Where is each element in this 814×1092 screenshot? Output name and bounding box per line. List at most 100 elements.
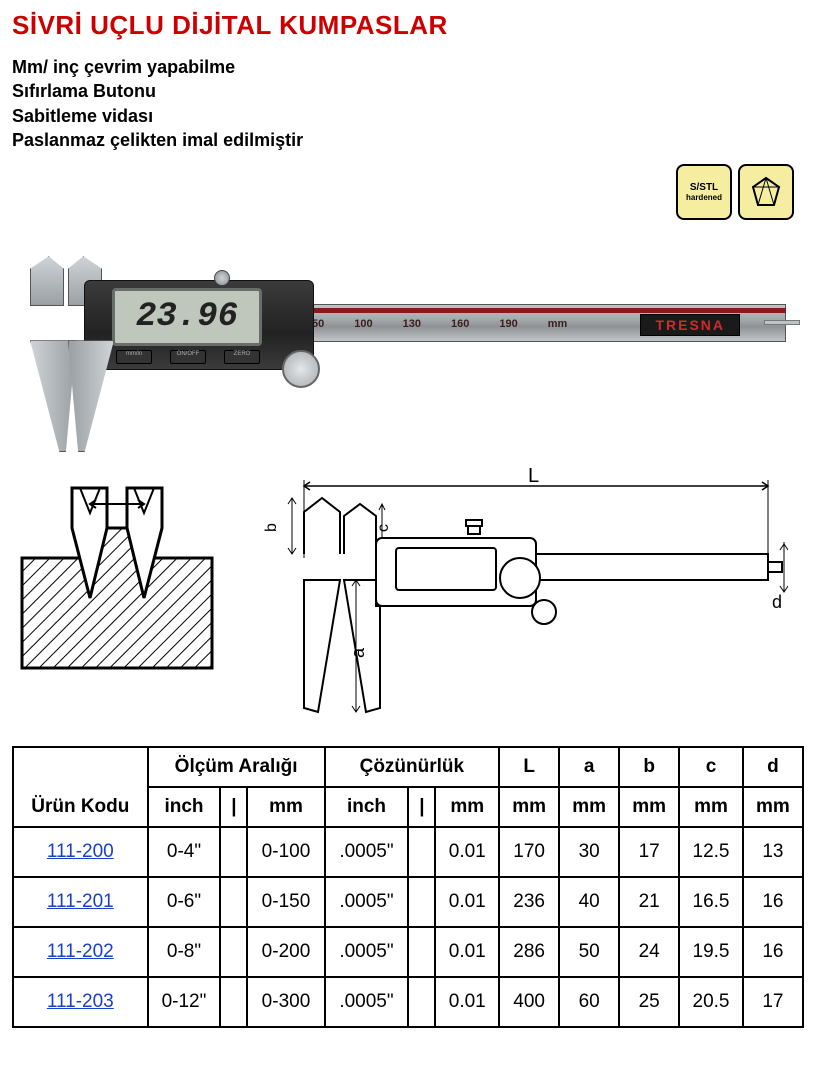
th-a-u: mm	[559, 787, 619, 827]
product-code-link[interactable]: 111-203	[47, 991, 114, 1012]
cell-range-mm: 0-300	[247, 977, 324, 1027]
cell-res-mm: 0.01	[435, 877, 499, 927]
caliper-schematic: L d b c	[248, 468, 788, 718]
dim-d-label: d	[772, 592, 782, 612]
caliper-btn: ZERO	[224, 350, 260, 364]
th-res: Çözünürlük	[325, 747, 500, 787]
th-res-mm: mm	[435, 787, 499, 827]
cell-a: 40	[559, 877, 619, 927]
cell-a: 50	[559, 927, 619, 977]
table-row: 111-2010-6"0-150.0005"0.01236402116.516	[13, 877, 803, 927]
product-code-link[interactable]: 111-202	[47, 941, 114, 962]
cell-sep	[408, 827, 435, 877]
cell-range-mm: 0-200	[247, 927, 324, 977]
cell-b: 21	[619, 877, 679, 927]
cell-sep	[408, 977, 435, 1027]
th-a: a	[559, 747, 619, 787]
cell-c: 20.5	[679, 977, 743, 1027]
dim-L-label: L	[528, 468, 539, 487]
cell-b: 25	[619, 977, 679, 1027]
th-sep: |	[408, 787, 435, 827]
badges-row: S/STL hardened	[12, 164, 802, 220]
cell-res-mm: 0.01	[435, 827, 499, 877]
th-b-u: mm	[619, 787, 679, 827]
page-title: SİVRİ UÇLU DİJİTAL KUMPASLAR	[12, 10, 802, 41]
caliper-thumb-wheel	[282, 350, 320, 388]
th-L-u: mm	[499, 787, 559, 827]
cell-L: 236	[499, 877, 559, 927]
table-row: 111-2030-12"0-300.0005"0.01400602520.517	[13, 977, 803, 1027]
cell-res-mm: 0.01	[435, 977, 499, 1027]
feature-list: Mm/ inç çevrim yapabilme Sıfırlama Buton…	[12, 55, 802, 152]
th-range: Ölçüm Aralığı	[148, 747, 325, 787]
th-d: d	[743, 747, 803, 787]
dim-b-label: b	[263, 523, 280, 532]
th-range-mm: mm	[247, 787, 324, 827]
cell-a: 30	[559, 827, 619, 877]
cell-d: 13	[743, 827, 803, 877]
th-sep: |	[220, 787, 247, 827]
scale-mark: 190	[499, 318, 517, 330]
cell-d: 16	[743, 927, 803, 977]
upper-jaw-fixed	[30, 256, 64, 306]
cell-L: 170	[499, 827, 559, 877]
feature-item: Sıfırlama Butonu	[12, 79, 802, 103]
cell-L: 286	[499, 927, 559, 977]
cell-range-in: 0-8"	[148, 927, 221, 977]
th-blank	[13, 747, 148, 787]
scale-mark: 100	[354, 318, 372, 330]
caliper-btn: ON/OFF	[170, 350, 206, 364]
cell-c: 12.5	[679, 827, 743, 877]
cell-c: 16.5	[679, 877, 743, 927]
cell-b: 17	[619, 827, 679, 877]
th-L: L	[499, 747, 559, 787]
th-res-inch: inch	[325, 787, 409, 827]
th-c: c	[679, 747, 743, 787]
th-urun-kodu: Ürün Kodu	[13, 787, 148, 827]
product-code-link[interactable]: 111-201	[47, 891, 114, 912]
caliper-depth-rod	[764, 320, 800, 325]
scale-mark: 130	[403, 318, 421, 330]
caliper-buttons: mm/in ON/OFF ZERO	[116, 350, 260, 364]
cell-sep	[220, 877, 247, 927]
table-row: 111-2000-4"0-100.0005"0.01170301712.513	[13, 827, 803, 877]
cell-c: 19.5	[679, 927, 743, 977]
diamond-badge	[738, 164, 794, 220]
caliper-btn: mm/in	[116, 350, 152, 364]
cell-sep	[220, 927, 247, 977]
cell-a: 60	[559, 977, 619, 1027]
cell-range-mm: 0-150	[247, 877, 324, 927]
cell-sep	[408, 927, 435, 977]
caliper-display: 23.96	[112, 288, 262, 346]
cell-res-in: .0005"	[325, 977, 409, 1027]
table-row: 111-2020-8"0-200.0005"0.01286502419.516	[13, 927, 803, 977]
cell-sep	[220, 827, 247, 877]
caliper-brand: TRESNA	[640, 314, 740, 336]
cell-res-in: .0005"	[325, 827, 409, 877]
dim-a-label: a	[348, 647, 368, 658]
cell-b: 24	[619, 927, 679, 977]
caliper-scale: 50 100 130 160 190 mm	[312, 318, 567, 330]
scale-mark: 160	[451, 318, 469, 330]
dim-c-label: c	[375, 524, 392, 532]
cell-d: 16	[743, 877, 803, 927]
cell-res-mm: 0.01	[435, 927, 499, 977]
groove-diagram	[12, 468, 222, 678]
caliper-photo: 50 100 130 160 190 mm TRESNA 23.96 mm/in…	[12, 226, 800, 456]
sstl-badge-line2: hardened	[686, 193, 722, 202]
lower-jaw-moving	[68, 340, 114, 452]
th-c-u: mm	[679, 787, 743, 827]
feature-item: Mm/ inç çevrim yapabilme	[12, 55, 802, 79]
cell-sep	[220, 977, 247, 1027]
th-range-inch: inch	[148, 787, 221, 827]
scale-mark: mm	[548, 318, 568, 330]
lower-jaw-fixed	[30, 340, 76, 452]
cell-sep	[408, 877, 435, 927]
th-d-u: mm	[743, 787, 803, 827]
cell-res-in: .0005"	[325, 877, 409, 927]
diagrams-row: L d b c	[12, 468, 802, 718]
cell-d: 17	[743, 977, 803, 1027]
product-code-link[interactable]: 111-200	[47, 841, 114, 862]
cell-L: 400	[499, 977, 559, 1027]
feature-item: Sabitleme vidası	[12, 104, 802, 128]
